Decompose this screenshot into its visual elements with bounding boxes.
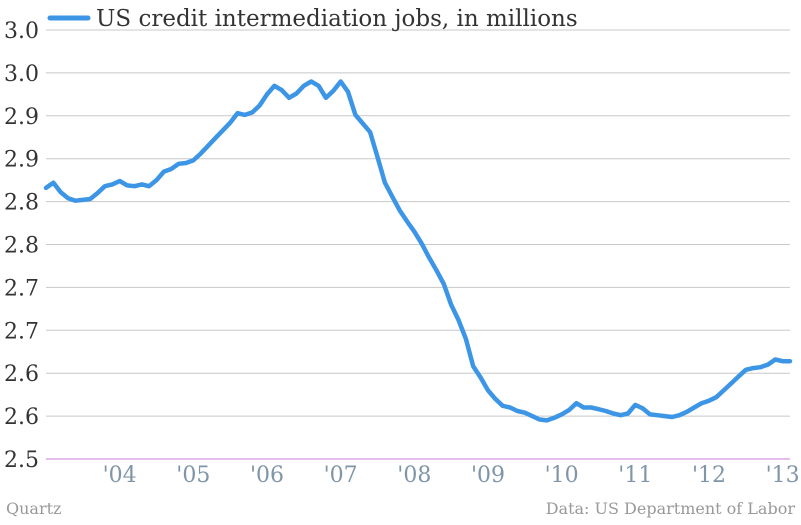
y-tick-label: 2.6 [4, 405, 39, 430]
x-tick-label: '07 [324, 463, 358, 488]
x-tick-label: '04 [103, 463, 137, 488]
x-tick-label: '05 [176, 463, 210, 488]
y-tick-label: 2.9 [4, 105, 39, 130]
x-axis-ticks: '04 '05 '06 '07 '08 '09 '10 '11 '12 '13 [103, 463, 800, 488]
y-tick-label: 2.7 [4, 319, 39, 344]
legend: US credit intermediation jobs, in millio… [47, 6, 578, 32]
y-axis-ticks: 2.5 2.6 2.6 2.7 2.7 2.8 2.8 2.9 2.9 3.0 3.0 [4, 19, 39, 473]
source-credit: Quartz [6, 499, 61, 518]
legend-label: US credit intermediation jobs, in millio… [96, 6, 578, 32]
y-tick-label: 2.8 [4, 191, 39, 216]
x-tick-label: '08 [397, 463, 431, 488]
gridlines [46, 29, 790, 417]
x-tick-label: '06 [250, 463, 284, 488]
x-tick-label: '13 [766, 463, 800, 488]
x-tick-label: '11 [618, 463, 652, 488]
x-tick-label: '09 [471, 463, 505, 488]
y-tick-label: 2.8 [4, 234, 39, 259]
y-tick-label: 3.0 [4, 62, 39, 87]
data-source: Data: US Department of Labor [546, 499, 796, 518]
y-tick-label: 2.9 [4, 148, 39, 173]
x-tick-label: '10 [545, 463, 579, 488]
y-tick-label: 2.6 [4, 362, 39, 387]
y-tick-label: 2.5 [4, 448, 39, 473]
x-tick-label: '12 [692, 463, 726, 488]
y-tick-label: 3.0 [4, 19, 39, 44]
series-line-credit-jobs [43, 79, 793, 423]
y-tick-label: 2.7 [4, 276, 39, 301]
